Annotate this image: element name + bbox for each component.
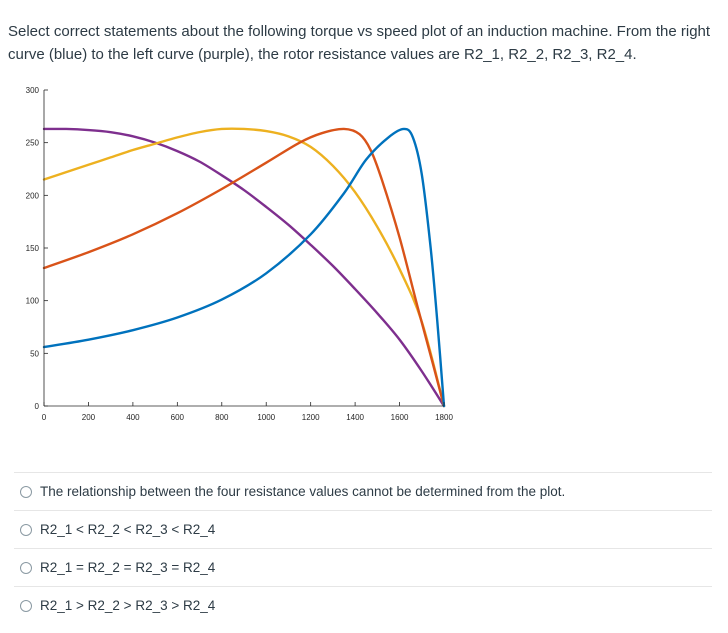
x-tick-label: 1000 [257, 413, 275, 422]
x-tick-label: 1800 [435, 413, 453, 422]
x-tick-label: 1400 [346, 413, 364, 422]
radio-button[interactable] [20, 561, 32, 574]
series-line-blue [42, 127, 446, 408]
option-label: R2_1 < R2_2 < R2_3 < R2_4 [40, 522, 216, 537]
x-tick-label: 800 [215, 413, 229, 422]
x-tick-label: 1600 [391, 413, 409, 422]
x-tick-label: 0 [42, 413, 47, 422]
x-tick-label: 1200 [302, 413, 320, 422]
series-line-orange [42, 127, 446, 408]
y-tick-label: 200 [26, 191, 40, 200]
radio-button[interactable] [20, 485, 32, 498]
y-tick-label: 100 [26, 297, 40, 306]
series-line-purple [42, 127, 446, 408]
y-tick-label: 250 [26, 139, 40, 148]
x-tick-label: 400 [126, 413, 140, 422]
option-label: R2_1 > R2_2 > R2_3 > R2_4 [40, 598, 216, 613]
radio-button[interactable] [20, 599, 32, 612]
option-1[interactable]: The relationship between the four resist… [14, 472, 712, 510]
axes-layer: 0 200 400 600 800 1000 1200 1400 1600 1800 0 50 100 1… [26, 86, 454, 422]
option-3[interactable]: R2_1 = R2_2 = R2_3 = R2_4 [14, 548, 712, 586]
option-label: The relationship between the four resist… [40, 484, 566, 499]
question-text: Select correct statements about the foll… [8, 23, 711, 63]
radio-button[interactable] [20, 523, 32, 536]
y-tick-label: 300 [26, 86, 40, 95]
option-label: R2_1 = R2_2 = R2_3 = R2_4 [40, 560, 216, 575]
answer-options: The relationship between the four resist… [14, 472, 712, 624]
series-layer [42, 127, 446, 408]
option-2[interactable]: R2_1 < R2_2 < R2_3 < R2_4 [14, 510, 712, 548]
option-4[interactable]: R2_1 > R2_2 > R2_3 > R2_4 [14, 586, 712, 624]
torque-speed-chart: 0 200 400 600 800 1000 1200 1400 1600 1800 0 50 100 1… [26, 86, 454, 422]
y-tick-label: 0 [35, 402, 40, 411]
x-tick-label: 200 [82, 413, 96, 422]
x-tick-label: 600 [171, 413, 185, 422]
series-line-yellow [42, 127, 446, 408]
y-tick-label: 150 [26, 244, 40, 253]
y-tick-label: 50 [30, 349, 39, 358]
